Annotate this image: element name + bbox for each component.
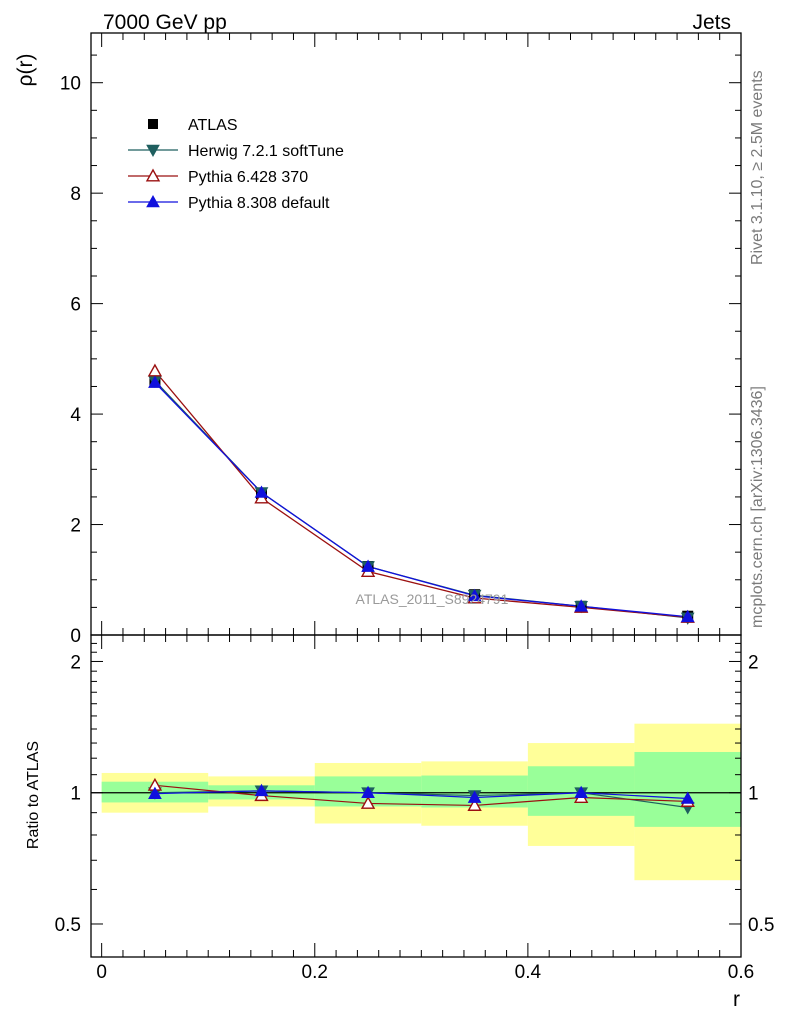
analysis-watermark: ATLAS_2011_S8924791 [356, 591, 509, 607]
main-y-tick-label: 8 [70, 184, 81, 205]
ratio-point-s2-3 [467, 790, 482, 803]
main-series-line-2 [154, 370, 688, 618]
ratio-point-s2-4 [574, 785, 589, 799]
main-y-tick-label: 0 [70, 626, 81, 647]
main-point-s3-3 [467, 588, 482, 602]
legend-marker-0 [148, 119, 158, 129]
ratio-point-s2-0 [148, 786, 162, 799]
main-series-line-1 [154, 380, 688, 619]
x-tick-label: 0.4 [515, 962, 542, 983]
ratio-point-s2-2 [361, 785, 375, 799]
ratio-point-s1-3 [467, 798, 482, 811]
main-point-s3-0 [148, 375, 162, 388]
main-point-s3-5 [680, 609, 695, 623]
legend: ATLAS Herwig 7.2.1 softTune Pythia 6.428 3… [128, 117, 344, 212]
ratio-frame [90, 634, 742, 958]
legend-marker-2 [145, 168, 161, 182]
x-tick-label: 0 [96, 962, 107, 983]
main-y-tick-label: 10 [60, 74, 81, 95]
ratio-series-line-2 [154, 790, 688, 800]
header-right: Jets [692, 11, 731, 34]
ratio-panel: 0.5 0.5 1 1 2 2 0 0.2 0.4 0.6 [55, 634, 774, 983]
legend-label-2: Pythia 6.428 370 [188, 169, 308, 186]
x-tick-label: 0.2 [302, 962, 328, 983]
main-point-s3-2 [361, 559, 375, 572]
main-panel: ATLAS_2011_S8924791 0 2 4 6 8 10 [60, 32, 742, 647]
ratio-y-tick-label: 0.5 [55, 915, 81, 936]
side-text-top: Rivet 3.1.10, ≥ 2.5M events [749, 70, 766, 265]
ratio-point-s1-2 [360, 795, 376, 809]
ratio-y-tick-label: 2 [70, 652, 81, 673]
main-point-s3-4 [574, 599, 589, 612]
ratio-y-tick-label-right: 0.5 [748, 915, 774, 936]
main-y-tick-label: 4 [70, 405, 81, 426]
main-series-line-3 [154, 382, 688, 618]
main-y-tick-label: 6 [70, 295, 81, 316]
ratio-y-tick-label-right: 2 [748, 652, 759, 673]
ratio-y-tick-label: 1 [70, 784, 81, 805]
ratio-y-axis-label: Ratio to ATLAS [25, 741, 42, 849]
main-y-axis-label: ρ(r) [14, 54, 37, 87]
legend-label-1: Herwig 7.2.1 softTune [188, 143, 344, 160]
main-point-s3-1 [254, 485, 269, 498]
uncertainty-band-green-5 [634, 751, 741, 827]
header-left: 7000 GeV pp [103, 11, 227, 34]
legend-label-0: ATLAS [188, 117, 238, 134]
ratio-point-s2-1 [254, 783, 269, 797]
legend-label-3: Pythia 8.308 default [188, 195, 330, 212]
ratio-series-line-1 [154, 784, 688, 807]
ratio-point-s2-5 [680, 791, 695, 804]
side-text-bottom: mcplots.cern.ch [arXiv:1306.3436] [749, 386, 766, 628]
legend-marker-3 [146, 194, 160, 208]
x-axis-label: r [733, 988, 740, 1011]
ratio-y-tick-label-right: 1 [748, 784, 759, 805]
main-point-s2-0 [147, 363, 163, 377]
main-y-tick-label: 2 [70, 516, 81, 537]
legend-marker-1 [146, 144, 160, 158]
x-tick-label: 0.6 [728, 962, 754, 983]
